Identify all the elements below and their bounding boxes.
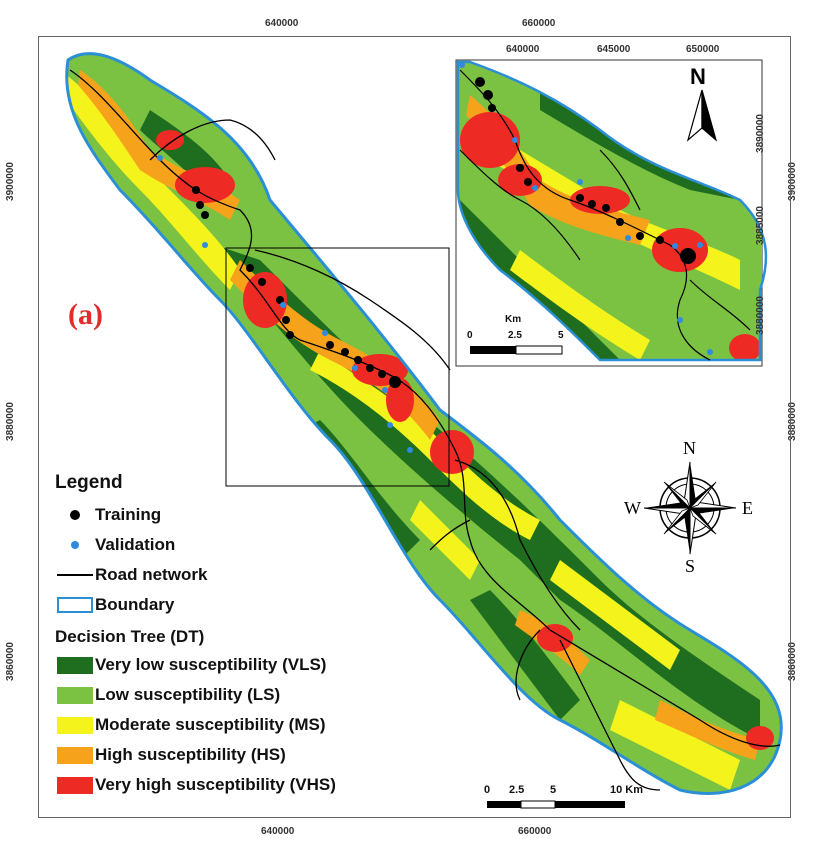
compass-w-label: W — [624, 498, 641, 518]
inset-scale-2-5: 2.5 — [508, 330, 522, 341]
ms-swatch-icon — [57, 716, 93, 734]
legend-training-label: Training — [95, 505, 162, 524]
vls-swatch-icon — [57, 656, 93, 674]
zoom-extent-box — [225, 247, 450, 487]
scale-label-10km: 10 Km — [610, 784, 644, 796]
axis-bottom-660000: 660000 — [518, 826, 552, 837]
legend-dt-title: Decision Tree (DT) — [55, 627, 205, 646]
training-dot-icon — [70, 510, 80, 520]
legend-vls-label: Very low susceptibility (VLS) — [95, 655, 327, 674]
legend-ls-label: Low susceptibility (LS) — [95, 685, 281, 704]
compass-rose — [643, 461, 737, 555]
inset-axis-top-645000: 645000 — [597, 44, 631, 55]
legend-item-training: Training — [55, 500, 435, 530]
road-line-icon — [57, 574, 93, 576]
road-network — [69, 69, 781, 791]
compass-s-label: S — [685, 556, 696, 576]
inset-north-label: N — [690, 64, 706, 89]
scale-label-5: 5 — [550, 784, 557, 796]
compass-n-label: N — [683, 438, 696, 458]
scale-bar — [487, 800, 625, 809]
inset-north-arrow — [686, 89, 718, 142]
compass-e-label: E — [742, 498, 753, 518]
legend-validation-label: Validation — [95, 535, 176, 554]
inset-scale-bar — [470, 345, 563, 355]
legend-item-ls: Low susceptibility (LS) — [55, 680, 435, 710]
inset-scale-0: 0 — [467, 330, 473, 341]
legend-item-vhs: Very high susceptibility (VHS) — [55, 770, 435, 800]
validation-dot-icon — [71, 541, 79, 549]
legend-title: Legend — [55, 472, 123, 493]
legend-item-hs: High susceptibility (HS) — [55, 740, 435, 770]
axis-top-660000: 660000 — [522, 18, 556, 29]
legend-item-validation: Validation — [55, 530, 435, 560]
legend-boundary-label: Boundary — [95, 595, 175, 614]
legend-item-vls: Very low susceptibility (VLS) — [55, 650, 435, 680]
inset-axis-right-3885000: 3885000 — [754, 206, 766, 245]
scale-label-2-5: 2.5 — [509, 784, 525, 796]
validation-points — [157, 155, 413, 453]
legend-item-boundary: Boundary — [55, 590, 435, 620]
inset-scale-5: 5 — [558, 330, 564, 341]
scale-label-0: 0 — [484, 784, 491, 796]
inset-axis-right-3880000: 3880000 — [754, 296, 766, 335]
vhs-swatch-icon — [57, 776, 93, 794]
legend-vhs-label: Very high susceptibility (VHS) — [95, 775, 336, 794]
axis-bottom-640000: 640000 — [261, 826, 295, 837]
legend-road-label: Road network — [95, 565, 208, 584]
legend-hs-label: High susceptibility (HS) — [95, 745, 286, 764]
axis-top-640000: 640000 — [265, 18, 299, 29]
inset-map — [455, 59, 768, 367]
inset-axis-top-650000: 650000 — [686, 44, 720, 55]
hs-swatch-icon — [57, 746, 93, 764]
boundary-box-icon — [57, 597, 93, 613]
legend-item-ms: Moderate susceptibility (MS) — [55, 710, 435, 740]
legend: Legend Training Validation Road network … — [55, 472, 435, 800]
map-frame — [38, 36, 791, 818]
inset-axis-top-640000: 640000 — [506, 44, 540, 55]
legend-item-road: Road network — [55, 560, 435, 590]
inset-axis-right-3890000: 3890000 — [754, 114, 766, 153]
training-points — [192, 186, 401, 388]
legend-ms-label: Moderate susceptibility (MS) — [95, 715, 326, 734]
panel-label: (a) — [68, 298, 103, 331]
ls-swatch-icon — [57, 686, 93, 704]
inset-scale-unit: Km — [505, 314, 522, 325]
